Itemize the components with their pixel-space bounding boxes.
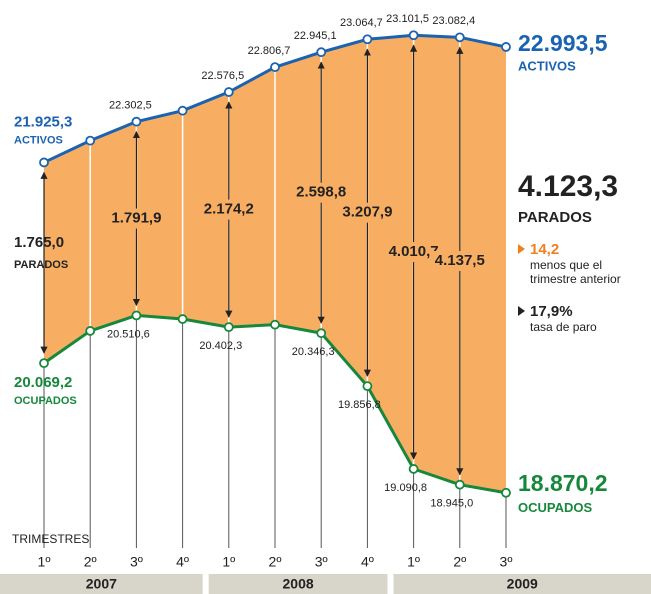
annotation-text: tasa de paro — [530, 320, 597, 334]
gap-name: PARADOS — [14, 259, 68, 271]
x-tick-label: 3º — [315, 554, 328, 570]
data-point — [501, 487, 511, 498]
x-axis-label: TRIMESTRES — [12, 532, 89, 546]
annotation-marker — [518, 244, 525, 254]
value-label: 22.576,5 — [201, 70, 244, 82]
gap-total: 4.123,3 — [518, 170, 618, 203]
annotation-marker — [518, 306, 525, 316]
series-start-value: 20.069,2 — [14, 374, 72, 391]
data-point — [454, 32, 465, 43]
annotation-value: 14,2 — [530, 241, 559, 258]
x-tick-label: 4º — [176, 554, 189, 570]
year-band — [0, 574, 203, 594]
data-point — [270, 62, 280, 73]
x-tick-label: 1º — [38, 554, 51, 570]
year-band — [208, 574, 388, 594]
value-label: 20.346,3 — [292, 346, 335, 358]
data-point — [408, 30, 419, 41]
x-tick-label: 2º — [84, 554, 97, 570]
x-tick-label: 3º — [500, 554, 513, 570]
data-point — [177, 314, 188, 324]
gap-label: 1.791,9 — [111, 210, 161, 227]
data-point — [454, 479, 465, 490]
year-label: 2009 — [507, 576, 538, 592]
x-tick-label: 2º — [453, 554, 466, 570]
annotation-text: menos que el trimestre anterior — [530, 258, 621, 286]
series-start-name: OCUPADOS — [14, 395, 77, 407]
x-tick-label: 2º — [269, 554, 282, 570]
x-tick-label: 4º — [361, 554, 374, 570]
gap-label: 2.174,2 — [204, 201, 254, 218]
series-start-value: 21.925,3 — [14, 113, 72, 130]
value-label: 19.090,8 — [384, 482, 427, 494]
gap-label-bg — [429, 251, 490, 272]
gap-label: 1.765,0 — [14, 234, 64, 251]
gap-label: 4.137,5 — [435, 252, 485, 269]
gap-label-bg — [106, 208, 167, 229]
value-label: 23.082,4 — [432, 15, 475, 27]
data-point — [270, 319, 280, 330]
gap-label: 2.598,8 — [296, 184, 346, 201]
value-label: 18.945,0 — [430, 498, 473, 510]
data-point — [408, 464, 419, 474]
x-tick-label: 3º — [130, 554, 143, 570]
data-point — [85, 326, 96, 336]
data-point — [85, 135, 96, 146]
year-band — [393, 574, 651, 594]
data-point — [362, 34, 373, 45]
annotation-value: 17,9% — [530, 303, 573, 320]
gap-label: 4.010,7 — [389, 243, 439, 260]
series-end-name: ACTIVOS — [518, 58, 576, 73]
data-point — [223, 322, 234, 333]
series-start-name: ACTIVOS — [14, 134, 63, 146]
year-label: 2007 — [86, 576, 117, 592]
value-label: 22.302,5 — [109, 100, 152, 112]
data-point — [39, 157, 49, 168]
data-point — [501, 42, 511, 52]
value-label: 23.101,5 — [386, 13, 429, 25]
x-tick-label: 1º — [222, 554, 235, 570]
data-point — [131, 310, 142, 321]
gap-label: 3.207,9 — [342, 204, 392, 221]
value-label: 20.510,6 — [107, 328, 150, 340]
data-point — [362, 381, 373, 392]
value-label: 19.856,8 — [338, 399, 381, 411]
gap-label-bg — [337, 202, 398, 223]
data-point — [177, 105, 188, 116]
value-label: 20.402,3 — [199, 340, 242, 352]
data-point — [316, 47, 327, 58]
value-label: 23.064,7 — [340, 17, 383, 29]
gap-label-bg — [198, 199, 259, 220]
data-point — [223, 87, 234, 97]
value-label: 22.806,7 — [248, 45, 291, 57]
data-point — [316, 328, 327, 339]
gap-label-bg — [291, 182, 352, 203]
value-label: 22.945,1 — [294, 30, 337, 42]
year-label: 2008 — [283, 576, 314, 592]
x-tick-label: 1º — [407, 554, 420, 570]
series-end-value: 18.870,2 — [518, 470, 608, 496]
data-point — [39, 358, 49, 369]
gap-label-bg — [383, 242, 444, 263]
series-end-name: OCUPADOS — [518, 500, 592, 515]
series-end-value: 22.993,5 — [518, 30, 608, 56]
gap-total-name: PARADOS — [518, 209, 592, 226]
data-point — [131, 116, 142, 127]
